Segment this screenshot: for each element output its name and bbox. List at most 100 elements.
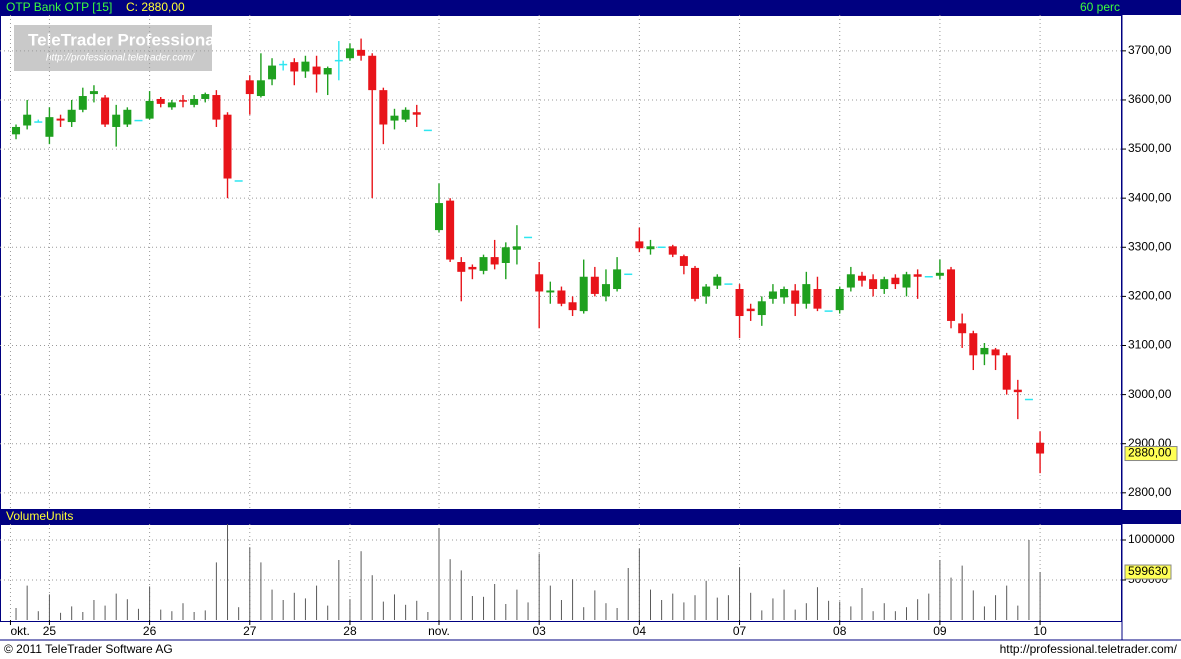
candle-body — [813, 289, 822, 309]
candle-body — [12, 126, 21, 135]
candle-body — [768, 291, 777, 299]
candle-body — [479, 257, 488, 271]
candle-body — [279, 63, 288, 66]
candle-body — [468, 266, 477, 270]
candle-body — [891, 277, 900, 285]
candle-body — [501, 247, 510, 263]
candle-body — [390, 115, 399, 121]
x-tick-label: 09 — [933, 624, 947, 638]
candle-body — [234, 180, 243, 182]
candle-body — [290, 62, 299, 72]
volume-title: VolumeUnits — [6, 509, 73, 523]
candle-body — [212, 95, 221, 120]
candle-body — [590, 276, 599, 294]
candle-body — [1013, 389, 1022, 393]
candle-body — [89, 91, 98, 95]
candle-body — [78, 96, 87, 110]
candle-body — [301, 61, 310, 72]
candle-body — [435, 203, 444, 231]
candle-body — [780, 289, 789, 298]
candle-body — [201, 94, 210, 99]
candle-body — [67, 109, 76, 123]
candle-body — [101, 97, 110, 125]
watermark-title: TeleTrader Professional — [28, 30, 219, 49]
candle-body — [980, 347, 989, 355]
candle-body — [1024, 398, 1033, 401]
candle-body — [691, 267, 700, 299]
footer-copyright: © 2011 TeleTrader Software AG — [4, 642, 173, 656]
x-tick-label: 08 — [833, 624, 847, 638]
candle-body — [145, 100, 154, 119]
candle-body — [345, 48, 354, 59]
candle-body — [679, 256, 688, 266]
candle-body — [613, 269, 622, 290]
candle-body — [702, 286, 711, 297]
y-tick-label: 3400,00 — [1128, 190, 1172, 204]
candle-body — [245, 80, 254, 95]
y-tick-label: 3700,00 — [1128, 43, 1172, 57]
candle-body — [969, 333, 978, 356]
x-tick-label: 03 — [533, 624, 547, 638]
candle-body — [646, 246, 655, 250]
footer-url: http://professional.teletrader.com/ — [1000, 642, 1178, 656]
candle-body — [657, 246, 666, 249]
candle-body — [802, 284, 811, 304]
candle-body — [423, 129, 432, 132]
candle-body — [45, 117, 54, 137]
candle-body — [535, 274, 544, 292]
candle-body — [546, 290, 555, 293]
candle-body — [724, 283, 733, 285]
candle-body — [924, 275, 933, 278]
candle-body — [1036, 442, 1045, 454]
candle-body — [56, 118, 65, 121]
candle-body — [857, 275, 866, 281]
candle-body — [846, 274, 855, 288]
last-price-label: 2880,00 — [1128, 446, 1172, 460]
candle-body — [123, 109, 132, 125]
candle-body — [190, 98, 199, 105]
candle-body — [156, 98, 165, 104]
candle-body — [958, 323, 967, 334]
candle-body — [134, 119, 143, 122]
candle-body — [334, 59, 343, 62]
candle-body — [791, 290, 800, 304]
x-tick-label: okt. — [10, 624, 29, 638]
candle-body — [947, 269, 956, 321]
header-bar — [0, 0, 1181, 15]
candle-body — [635, 241, 644, 249]
candle-body — [991, 349, 1000, 356]
x-tick-label: 04 — [633, 624, 647, 638]
candle-body — [178, 100, 187, 102]
x-tick-label: 25 — [43, 624, 57, 638]
candle-body — [512, 246, 521, 250]
candle-body — [746, 308, 755, 312]
y-tick-label: 3100,00 — [1128, 338, 1172, 352]
x-tick-label: nov. — [428, 624, 450, 638]
candle-body — [256, 80, 265, 97]
candle-body — [601, 284, 610, 297]
candle-body — [835, 289, 844, 311]
candle-body — [323, 68, 332, 75]
candle-body — [880, 279, 889, 290]
x-tick-label: 28 — [343, 624, 357, 638]
candle-body — [557, 290, 566, 304]
y-tick-label: 2800,00 — [1128, 485, 1172, 499]
x-tick-label: 07 — [733, 624, 747, 638]
candle-body — [524, 236, 533, 239]
candle-body — [167, 102, 176, 108]
candle-body — [112, 114, 121, 127]
candle-body — [357, 49, 366, 56]
x-tick-label: 10 — [1033, 624, 1047, 638]
close-label: C: 2880,00 — [126, 0, 185, 14]
y-tick-label: 3000,00 — [1128, 387, 1172, 401]
candle-body — [869, 279, 878, 290]
candle-body — [579, 276, 588, 312]
candle-body — [34, 121, 43, 123]
candle-body — [457, 262, 466, 272]
candle-body — [401, 109, 410, 120]
candle-body — [713, 276, 722, 286]
candle-body — [757, 301, 766, 316]
